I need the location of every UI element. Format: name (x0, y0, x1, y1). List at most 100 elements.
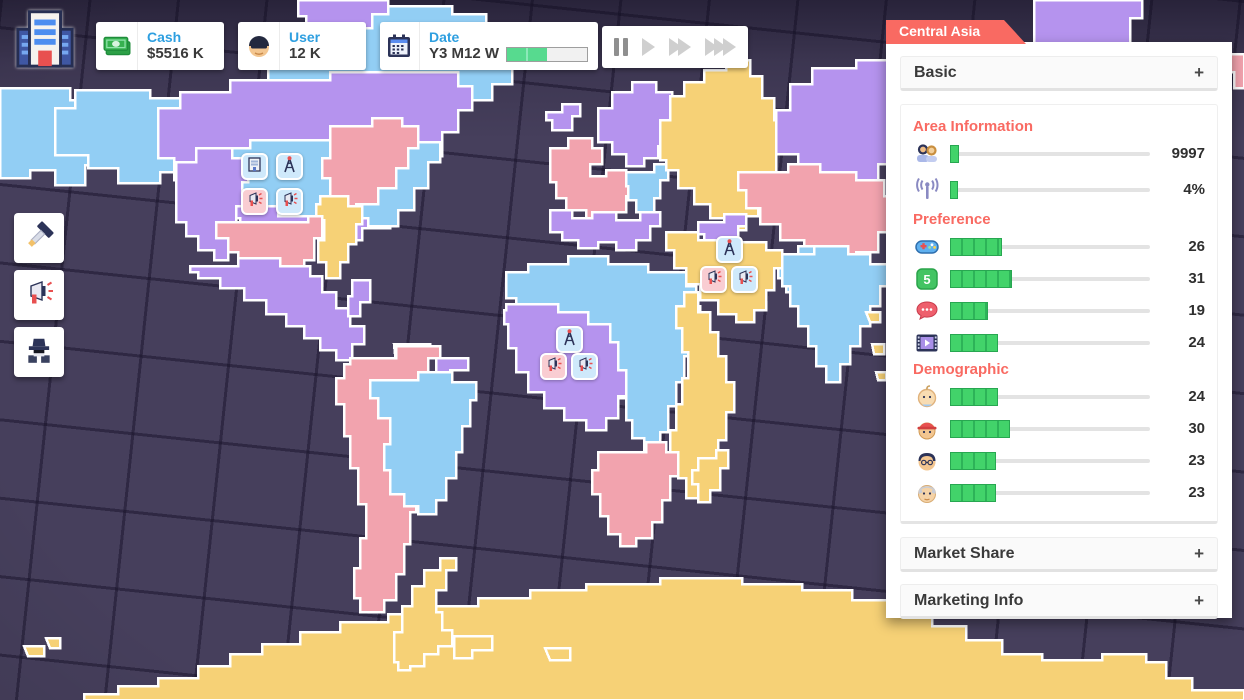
kid-demographic-row: 30 (913, 415, 1205, 442)
antenna-tower-icon (720, 238, 739, 262)
hammer-icon (22, 219, 56, 258)
map-region-antarctica[interactable] (82, 576, 1244, 700)
senior-demographic-row: 23 (913, 479, 1205, 506)
chat-bar (950, 301, 988, 320)
speed-controls (602, 26, 748, 68)
sns-app-icon: 5 (913, 266, 941, 292)
map-island[interactable] (874, 370, 888, 382)
megaphone-icon (280, 190, 299, 214)
map-island[interactable] (452, 634, 494, 660)
megaphone-icon (735, 268, 754, 292)
week-progress-fill (507, 47, 547, 61)
chat-preference-row: 19 (913, 297, 1205, 324)
sns-value: 31 (1188, 270, 1205, 287)
map-region-south-europe[interactable] (548, 208, 662, 252)
expand-icon: + (1194, 543, 1204, 563)
map-region-brazil[interactable] (368, 370, 478, 516)
map-tile-megaphone[interactable] (731, 266, 758, 293)
map-region-florida[interactable] (346, 278, 372, 318)
map-tile-antenna[interactable] (716, 236, 743, 263)
video-app-icon (913, 330, 941, 356)
date-value: Y3 M12 W (428, 45, 499, 63)
megaphone-icon (23, 277, 55, 314)
date-label: Date (428, 28, 460, 45)
video-value: 24 (1188, 334, 1205, 351)
map-tile-megaphone[interactable] (276, 188, 303, 215)
spy-tool-button[interactable] (14, 327, 64, 377)
game-controller-icon (913, 234, 941, 260)
map-region-mexico[interactable] (188, 256, 366, 362)
map-island[interactable] (870, 342, 886, 356)
megaphone-icon (544, 355, 563, 379)
fast-forward-icon[interactable] (669, 38, 691, 56)
map-region-madagascar[interactable] (690, 448, 730, 504)
population-row: 9997 (913, 140, 1205, 167)
map-tile-megaphone[interactable] (540, 353, 567, 380)
map-region-south-africa[interactable] (590, 440, 680, 548)
expand-icon: + (1194, 62, 1204, 82)
region-tab[interactable]: Central Asia (886, 20, 1026, 44)
user-face-icon (238, 22, 280, 70)
signal-row: 4% (913, 176, 1205, 203)
section-market-share[interactable]: Market Share + (900, 537, 1218, 572)
map-region-central-europe[interactable] (624, 162, 670, 214)
pause-icon[interactable] (614, 38, 628, 56)
antenna-tower-icon (560, 328, 579, 352)
signal-bar (950, 180, 958, 199)
senior-bar (950, 483, 996, 502)
map-island[interactable] (22, 644, 46, 658)
preference-title: Preference (913, 211, 991, 228)
cash-card[interactable]: Cash $5516 K (96, 22, 224, 70)
game-bar (950, 237, 1002, 256)
sns-preference-row: 5 31 (913, 265, 1205, 292)
map-region-canada-east[interactable] (320, 116, 420, 214)
video-preference-row: 24 (913, 329, 1205, 356)
play-icon[interactable] (642, 38, 655, 56)
spy-icon (23, 334, 55, 371)
region-name: Central Asia (899, 23, 981, 39)
video-bar (950, 333, 998, 352)
population-bar (950, 144, 959, 163)
adult-bar (950, 451, 996, 470)
expand-icon: + (1194, 590, 1204, 610)
map-tile-antenna[interactable] (276, 153, 303, 180)
baby-value: 24 (1188, 388, 1205, 405)
chat-value: 19 (1188, 302, 1205, 319)
map-region-india[interactable] (780, 244, 890, 384)
map-region-antarctic-peninsula[interactable] (392, 556, 458, 672)
demographic-title: Demographic (913, 361, 1009, 378)
sns-bar (950, 269, 1012, 288)
section-basic[interactable]: Basic + (900, 56, 1218, 91)
signal-coverage-icon (913, 177, 941, 203)
basic-label: Basic (914, 63, 957, 81)
build-tool-button[interactable] (14, 213, 64, 263)
map-tile-megaphone[interactable] (571, 353, 598, 380)
user-label: User (289, 28, 321, 45)
hq-building-icon (8, 10, 82, 74)
date-card[interactable]: Date Y3 M12 W (380, 22, 598, 70)
map-tile-office[interactable] (241, 153, 268, 180)
adult-demographic-row: 23 (913, 447, 1205, 474)
map-region-central-asia[interactable] (736, 162, 894, 264)
section-marketing-info[interactable]: Marketing Info + (900, 584, 1218, 619)
map-tile-antenna[interactable] (556, 326, 583, 353)
hq-button[interactable] (8, 4, 82, 70)
kid-bar (950, 419, 1010, 438)
map-tile-megaphone[interactable] (700, 266, 727, 293)
week-progress-bar (506, 46, 588, 62)
map-island[interactable] (44, 636, 62, 650)
marketing-tool-button[interactable] (14, 270, 64, 320)
cash-label: Cash (147, 28, 182, 45)
megaphone-icon (575, 355, 594, 379)
map-island[interactable] (864, 310, 882, 324)
user-card[interactable]: User 12 K (238, 22, 366, 70)
adult-value: 23 (1188, 452, 1205, 469)
market-share-label: Market Share (914, 544, 1015, 562)
game-value: 26 (1188, 238, 1205, 255)
map-island[interactable] (543, 646, 572, 662)
map-region-iceland[interactable] (544, 102, 582, 132)
fastest-icon[interactable] (705, 38, 736, 56)
cash-value: $5516 K (147, 45, 204, 63)
map-tile-megaphone[interactable] (241, 188, 268, 215)
chat-app-icon (913, 298, 941, 324)
